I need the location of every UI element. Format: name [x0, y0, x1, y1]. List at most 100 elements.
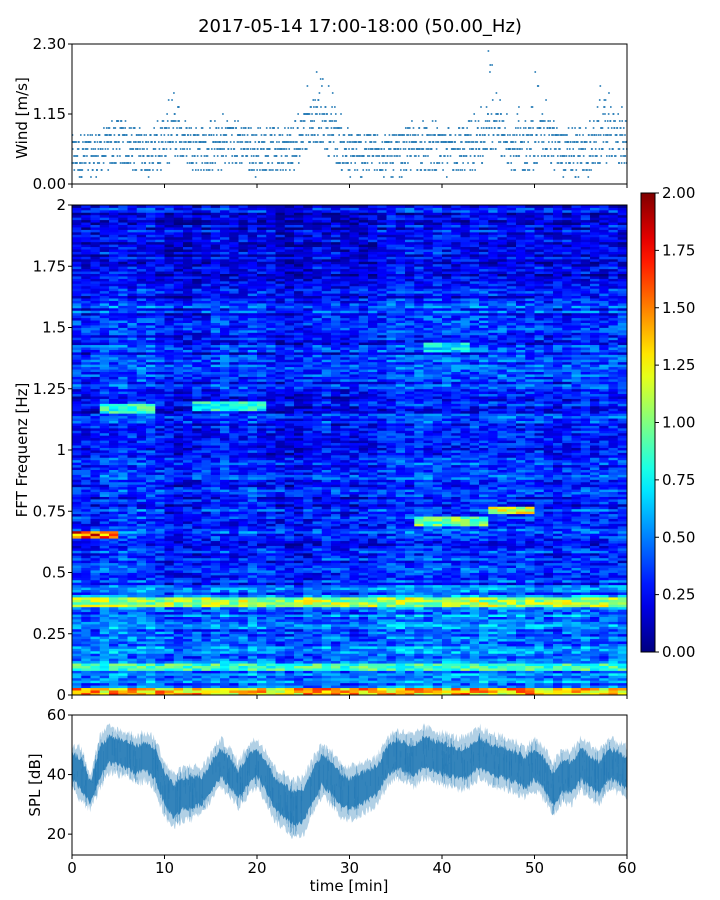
spectrogram-cell [146, 606, 156, 610]
wind-point [544, 155, 546, 157]
wind-point [388, 141, 390, 143]
wind-point [465, 134, 468, 136]
spectrogram-cell [220, 646, 230, 649]
spectrogram-cell [72, 582, 82, 586]
spectrogram-cell [109, 650, 119, 654]
spectrogram-cell [469, 609, 480, 613]
spectrogram-cell [423, 601, 434, 605]
wind-point [453, 148, 455, 150]
spectrogram-cell [571, 692, 582, 696]
spectrogram-cell [294, 609, 304, 613]
wind-point [395, 155, 398, 157]
spectrogram-cell [183, 574, 193, 578]
wind-point [169, 148, 172, 150]
spectrogram-cell [395, 565, 406, 568]
spectrogram-cell [164, 665, 175, 669]
spectrogram-cell [525, 692, 535, 696]
spectrogram-cell [543, 665, 554, 669]
spectrogram-cell [247, 690, 258, 693]
wind-point [469, 169, 472, 171]
wind-point [170, 141, 172, 143]
spectrogram-cell [247, 611, 258, 615]
spectrogram-cell [451, 690, 461, 693]
spectrogram-cell [127, 670, 138, 674]
spectrogram-cell [395, 638, 406, 642]
wind-point [139, 155, 142, 157]
spectrogram-cell [553, 636, 563, 640]
spectrogram-cell [146, 682, 156, 686]
spectrogram-cell [183, 682, 193, 686]
wind-point [257, 127, 259, 129]
spectrogram-cell [136, 641, 147, 644]
wind-point [329, 134, 331, 136]
spectrogram-cell [599, 663, 609, 666]
spectrogram-cell [432, 631, 443, 635]
spectrogram-cell [229, 604, 239, 608]
wind-point [275, 169, 277, 171]
wind-point [565, 162, 567, 164]
spectrogram-cell [414, 636, 424, 640]
spectrogram-cell [146, 680, 156, 684]
spectrogram-cell [331, 587, 341, 591]
spectrogram-cell [146, 655, 156, 659]
spectrogram-cell [201, 658, 212, 662]
spectrogram-cell [580, 628, 591, 632]
spectrogram-cell [229, 570, 239, 573]
wind-point [563, 155, 566, 157]
spectrogram-cell [155, 574, 165, 578]
spectrogram-cell [331, 604, 341, 608]
spectrogram-cell [275, 663, 286, 666]
spectrogram-cell [571, 589, 582, 593]
spectrogram-cell [534, 621, 545, 625]
spectrogram-cell [349, 587, 360, 591]
spectrogram-cell [266, 567, 276, 571]
spectrogram-cell [294, 570, 304, 573]
spectrogram-cell [229, 643, 239, 647]
wind-point [511, 141, 513, 143]
spectrogram-cell [442, 614, 452, 617]
wind-point [323, 134, 325, 136]
spectrogram-cell [155, 663, 165, 666]
spectrogram-cell [294, 631, 304, 635]
spectrogram-cell [331, 687, 341, 691]
spectrogram-cell [201, 619, 212, 622]
spectrogram-cell [553, 584, 563, 588]
spectrogram-cell [590, 677, 600, 681]
wind-point [604, 120, 607, 122]
spectrogram-cell [516, 648, 526, 652]
spectrogram-cell [534, 601, 545, 605]
wind-point [90, 148, 93, 150]
wind-point [565, 155, 568, 157]
spectrogram-cell [192, 601, 202, 605]
spectrogram-cell [321, 577, 332, 581]
spectrogram-cell [368, 619, 378, 622]
wind-point [116, 155, 119, 157]
wind-point [408, 141, 411, 143]
spectrogram-cell [118, 572, 128, 576]
spectrogram-cell [543, 572, 554, 576]
spectrogram-cell [81, 653, 91, 657]
wind-point [288, 162, 290, 164]
spectrogram-cell [164, 658, 175, 662]
spectrogram-cell [442, 587, 452, 591]
spectrogram-cell [90, 665, 101, 669]
spectrogram-cell [395, 680, 406, 684]
spectrogram-cell [146, 616, 156, 620]
spectrogram-cell [312, 582, 323, 586]
wind-point [436, 162, 438, 164]
spectrogram-cell [164, 582, 175, 586]
spectrogram-cell [210, 579, 221, 583]
spectrogram-cell [534, 685, 545, 689]
spectrogram-cell [488, 579, 498, 583]
spectrogram-cell [183, 597, 193, 600]
spectrogram-cell [534, 650, 545, 654]
spectrogram-cell [312, 633, 323, 637]
spectrogram-cell [368, 621, 378, 625]
spectrogram-cell [127, 597, 138, 600]
wind-point [312, 141, 315, 143]
wind-point [395, 141, 397, 143]
spectrogram-cell [516, 643, 526, 647]
wind-point [430, 148, 433, 150]
spectrogram-cell [275, 626, 286, 630]
spectrogram-cell [109, 582, 119, 586]
